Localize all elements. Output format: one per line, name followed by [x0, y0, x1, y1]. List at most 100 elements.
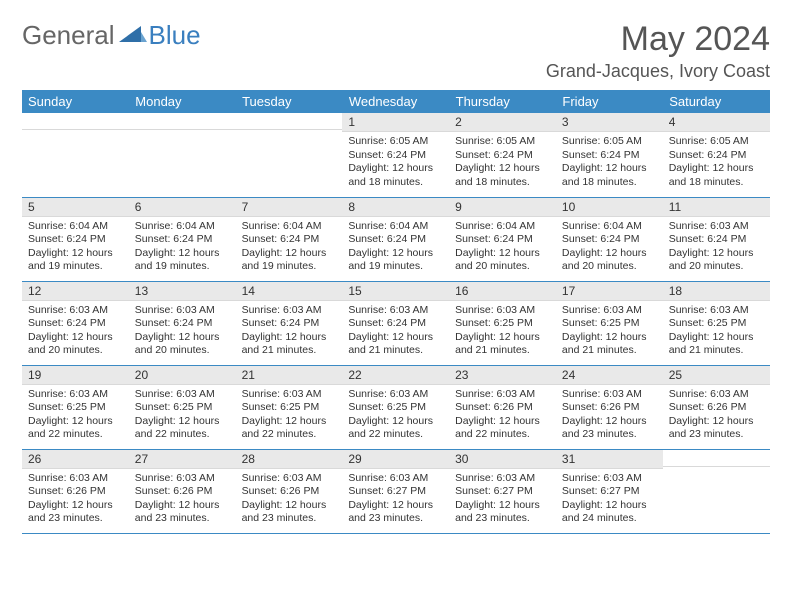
daylight-label: Daylight: 12 hours and 24 minutes.: [562, 499, 647, 525]
title-block: May 2024 Grand-Jacques, Ivory Coast: [546, 20, 770, 82]
sunrise-label: Sunrise: 6:03 AM: [669, 304, 749, 316]
calendar-cell: 1Sunrise: 6:05 AMSunset: 6:24 PMDaylight…: [342, 113, 449, 197]
daylight-label: Daylight: 12 hours and 18 minutes.: [455, 162, 540, 188]
calendar-cell: 28Sunrise: 6:03 AMSunset: 6:26 PMDayligh…: [236, 449, 343, 533]
daylight-label: Daylight: 12 hours and 22 minutes.: [348, 415, 433, 441]
daylight-label: Daylight: 12 hours and 21 minutes.: [242, 331, 327, 357]
day-number: 7: [236, 198, 343, 217]
sunrise-label: Sunrise: 6:03 AM: [455, 472, 535, 484]
sunset-label: Sunset: 6:24 PM: [135, 233, 213, 245]
sunrise-label: Sunrise: 6:04 AM: [242, 220, 322, 232]
sunrise-label: Sunrise: 6:03 AM: [348, 388, 428, 400]
calendar-week-row: 1Sunrise: 6:05 AMSunset: 6:24 PMDaylight…: [22, 113, 770, 197]
day-number: 30: [449, 450, 556, 469]
day-number: 3: [556, 113, 663, 132]
calendar-cell: 16Sunrise: 6:03 AMSunset: 6:25 PMDayligh…: [449, 281, 556, 365]
sunrise-label: Sunrise: 6:05 AM: [669, 135, 749, 147]
day-number: 24: [556, 366, 663, 385]
day-body: Sunrise: 6:03 AMSunset: 6:26 PMDaylight:…: [22, 469, 129, 529]
sunrise-label: Sunrise: 6:03 AM: [242, 388, 322, 400]
sunset-label: Sunset: 6:24 PM: [135, 317, 213, 329]
calendar-week-row: 19Sunrise: 6:03 AMSunset: 6:25 PMDayligh…: [22, 365, 770, 449]
sunrise-label: Sunrise: 6:03 AM: [562, 472, 642, 484]
sunrise-label: Sunrise: 6:05 AM: [348, 135, 428, 147]
calendar-cell: 25Sunrise: 6:03 AMSunset: 6:26 PMDayligh…: [663, 365, 770, 449]
day-body: Sunrise: 6:04 AMSunset: 6:24 PMDaylight:…: [342, 217, 449, 277]
sunset-label: Sunset: 6:24 PM: [242, 317, 320, 329]
sunset-label: Sunset: 6:24 PM: [28, 233, 106, 245]
sunset-label: Sunset: 6:26 PM: [562, 401, 640, 413]
calendar-cell: 19Sunrise: 6:03 AMSunset: 6:25 PMDayligh…: [22, 365, 129, 449]
sunrise-label: Sunrise: 6:03 AM: [135, 304, 215, 316]
daylight-label: Daylight: 12 hours and 23 minutes.: [135, 499, 220, 525]
day-body: [236, 130, 343, 135]
day-number: 31: [556, 450, 663, 469]
day-number: 17: [556, 282, 663, 301]
day-body: Sunrise: 6:03 AMSunset: 6:26 PMDaylight:…: [663, 385, 770, 445]
sunset-label: Sunset: 6:25 PM: [348, 401, 426, 413]
daylight-label: Daylight: 12 hours and 18 minutes.: [562, 162, 647, 188]
sunset-label: Sunset: 6:26 PM: [455, 401, 533, 413]
daylight-label: Daylight: 12 hours and 20 minutes.: [135, 331, 220, 357]
daylight-label: Daylight: 12 hours and 20 minutes.: [562, 247, 647, 273]
day-body: Sunrise: 6:03 AMSunset: 6:25 PMDaylight:…: [22, 385, 129, 445]
day-number: [22, 113, 129, 130]
sunrise-label: Sunrise: 6:03 AM: [455, 304, 535, 316]
sunset-label: Sunset: 6:25 PM: [135, 401, 213, 413]
calendar-cell: 10Sunrise: 6:04 AMSunset: 6:24 PMDayligh…: [556, 197, 663, 281]
sunrise-label: Sunrise: 6:03 AM: [135, 472, 215, 484]
day-number: 22: [342, 366, 449, 385]
sunset-label: Sunset: 6:25 PM: [562, 317, 640, 329]
logo-text-blue: Blue: [149, 20, 201, 51]
sunrise-label: Sunrise: 6:03 AM: [348, 304, 428, 316]
calendar-cell: 3Sunrise: 6:05 AMSunset: 6:24 PMDaylight…: [556, 113, 663, 197]
weekday-header: Tuesday: [236, 90, 343, 113]
sunrise-label: Sunrise: 6:04 AM: [28, 220, 108, 232]
day-body: Sunrise: 6:05 AMSunset: 6:24 PMDaylight:…: [663, 132, 770, 192]
daylight-label: Daylight: 12 hours and 19 minutes.: [348, 247, 433, 273]
calendar-cell: 27Sunrise: 6:03 AMSunset: 6:26 PMDayligh…: [129, 449, 236, 533]
logo: General Blue: [22, 20, 201, 51]
sunset-label: Sunset: 6:25 PM: [28, 401, 106, 413]
day-body: [663, 467, 770, 472]
sunrise-label: Sunrise: 6:03 AM: [242, 304, 322, 316]
calendar-cell: 6Sunrise: 6:04 AMSunset: 6:24 PMDaylight…: [129, 197, 236, 281]
day-body: Sunrise: 6:03 AMSunset: 6:24 PMDaylight:…: [22, 301, 129, 361]
sunset-label: Sunset: 6:25 PM: [669, 317, 747, 329]
calendar-cell: 2Sunrise: 6:05 AMSunset: 6:24 PMDaylight…: [449, 113, 556, 197]
calendar-cell: [663, 449, 770, 533]
sunset-label: Sunset: 6:24 PM: [348, 149, 426, 161]
sunrise-label: Sunrise: 6:03 AM: [669, 388, 749, 400]
calendar-cell: 5Sunrise: 6:04 AMSunset: 6:24 PMDaylight…: [22, 197, 129, 281]
daylight-label: Daylight: 12 hours and 23 minutes.: [562, 415, 647, 441]
day-number: 20: [129, 366, 236, 385]
day-body: Sunrise: 6:03 AMSunset: 6:26 PMDaylight:…: [556, 385, 663, 445]
day-body: Sunrise: 6:03 AMSunset: 6:25 PM Daylight:…: [342, 385, 449, 445]
calendar-cell: 30Sunrise: 6:03 AMSunset: 6:27 PMDayligh…: [449, 449, 556, 533]
day-body: Sunrise: 6:03 AMSunset: 6:25 PMDaylight:…: [556, 301, 663, 361]
sunset-label: Sunset: 6:24 PM: [455, 149, 533, 161]
sunrise-label: Sunrise: 6:04 AM: [455, 220, 535, 232]
weekday-header: Monday: [129, 90, 236, 113]
calendar-cell: 26Sunrise: 6:03 AMSunset: 6:26 PMDayligh…: [22, 449, 129, 533]
day-number: 27: [129, 450, 236, 469]
calendar-cell: 9Sunrise: 6:04 AMSunset: 6:24 PMDaylight…: [449, 197, 556, 281]
sunrise-label: Sunrise: 6:03 AM: [135, 388, 215, 400]
day-body: Sunrise: 6:03 AMSunset: 6:27 PM Daylight:…: [556, 469, 663, 529]
day-body: Sunrise: 6:03 AMSunset: 6:26 PMDaylight:…: [236, 469, 343, 529]
day-number: [129, 113, 236, 130]
day-number: 8: [342, 198, 449, 217]
sunrise-label: Sunrise: 6:03 AM: [28, 472, 108, 484]
calendar-week-row: 5Sunrise: 6:04 AMSunset: 6:24 PMDaylight…: [22, 197, 770, 281]
sunset-label: Sunset: 6:27 PM: [562, 485, 640, 497]
sunset-label: Sunset: 6:26 PM: [28, 485, 106, 497]
day-body: Sunrise: 6:03 AMSunset: 6:24 PM Daylight:…: [129, 301, 236, 361]
day-body: Sunrise: 6:03 AMSunset: 6:24 PMDaylight:…: [342, 301, 449, 361]
location-subtitle: Grand-Jacques, Ivory Coast: [546, 61, 770, 82]
day-body: Sunrise: 6:03 AMSunset: 6:24 PM Daylight:…: [236, 301, 343, 361]
day-body: [129, 130, 236, 135]
day-number: 1: [342, 113, 449, 132]
calendar-cell: 11Sunrise: 6:03 AMSunset: 6:24 PMDayligh…: [663, 197, 770, 281]
day-body: Sunrise: 6:04 AMSunset: 6:24 PMDaylight:…: [22, 217, 129, 277]
sunrise-label: Sunrise: 6:04 AM: [135, 220, 215, 232]
